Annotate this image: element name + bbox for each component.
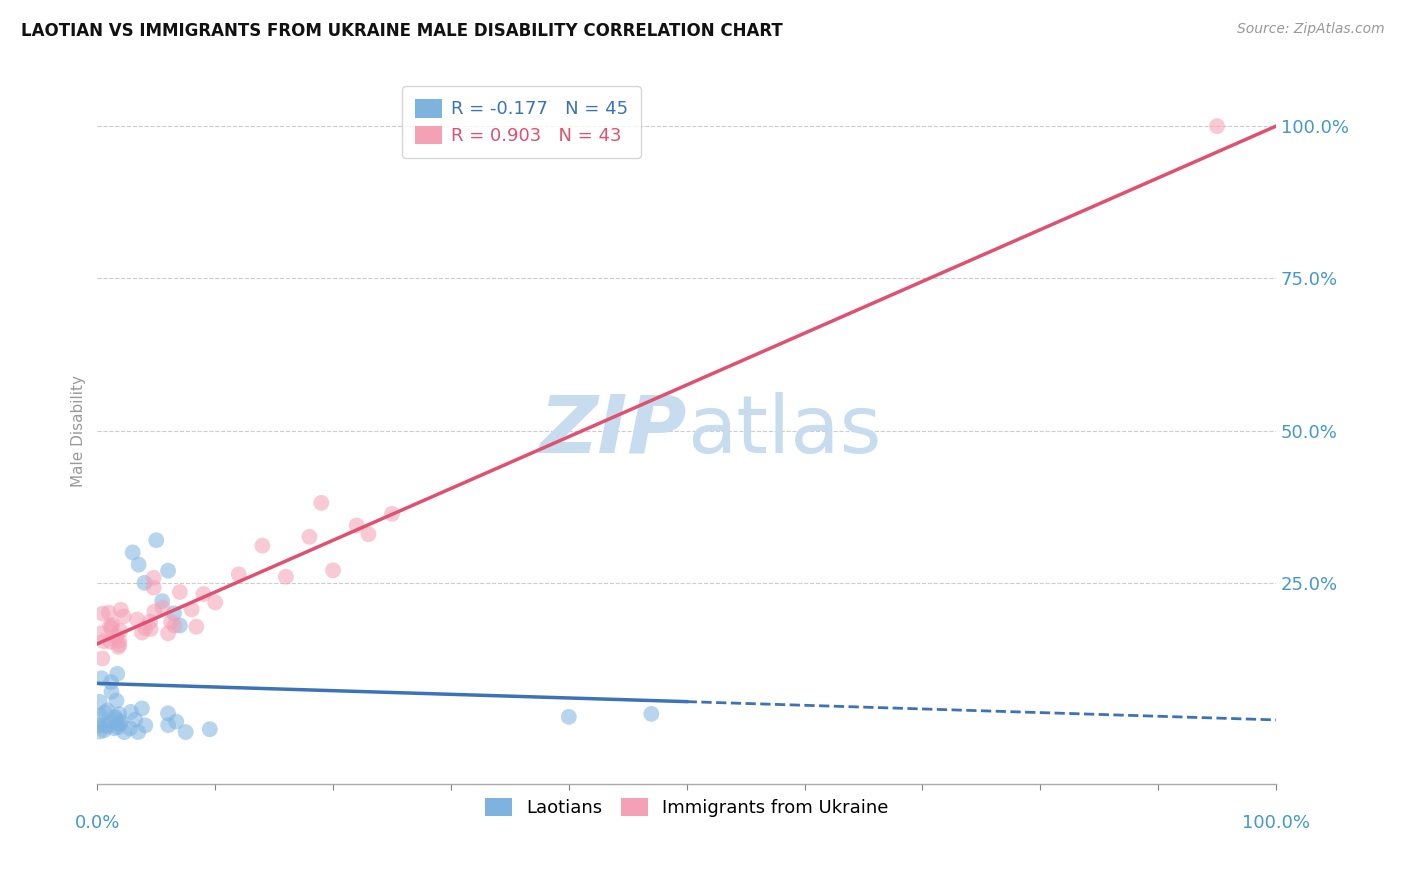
- Point: [193, 587, 215, 601]
- Point: [105, 666, 128, 681]
- Point: [322, 563, 344, 577]
- Point: [142, 571, 165, 585]
- Y-axis label: Male Disability: Male Disability: [72, 375, 86, 487]
- Point: [103, 721, 125, 735]
- Point: [125, 612, 148, 626]
- Text: atlas: atlas: [686, 392, 882, 470]
- Point: [143, 605, 166, 619]
- Point: [100, 634, 122, 648]
- Point: [89, 708, 111, 723]
- Point: [110, 714, 132, 729]
- Point: [274, 570, 297, 584]
- Point: [252, 539, 274, 553]
- Point: [128, 558, 150, 572]
- Point: [108, 624, 131, 638]
- Point: [139, 622, 162, 636]
- Point: [157, 564, 180, 578]
- Point: [163, 607, 186, 621]
- Point: [96, 720, 118, 734]
- Point: [134, 621, 156, 635]
- Point: [108, 638, 131, 652]
- Point: [97, 606, 120, 620]
- Point: [93, 723, 115, 738]
- Point: [152, 600, 174, 615]
- Point: [558, 710, 581, 724]
- Point: [107, 720, 129, 734]
- Point: [89, 724, 111, 739]
- Point: [96, 703, 118, 717]
- Point: [90, 626, 112, 640]
- Point: [134, 718, 156, 732]
- Point: [131, 701, 153, 715]
- Point: [180, 602, 202, 616]
- Point: [145, 533, 167, 548]
- Point: [93, 718, 115, 732]
- Point: [124, 713, 146, 727]
- Point: [131, 625, 153, 640]
- Point: [108, 717, 131, 731]
- Point: [91, 651, 114, 665]
- Text: 100.0%: 100.0%: [1241, 814, 1310, 832]
- Legend: Laotians, Immigrants from Ukraine: Laotians, Immigrants from Ukraine: [478, 790, 896, 824]
- Point: [118, 722, 141, 736]
- Point: [94, 706, 117, 720]
- Point: [108, 633, 131, 648]
- Point: [100, 621, 122, 635]
- Point: [100, 675, 122, 690]
- Point: [157, 626, 180, 640]
- Point: [104, 712, 127, 726]
- Point: [100, 685, 122, 699]
- Point: [127, 725, 149, 739]
- Point: [204, 595, 226, 609]
- Point: [381, 507, 404, 521]
- Point: [157, 706, 180, 721]
- Point: [112, 725, 135, 739]
- Point: [101, 618, 124, 632]
- Point: [104, 710, 127, 724]
- Point: [110, 603, 132, 617]
- Point: [120, 705, 142, 719]
- Point: [134, 575, 156, 590]
- Point: [107, 717, 129, 731]
- Point: [640, 706, 662, 721]
- Text: LAOTIAN VS IMMIGRANTS FROM UKRAINE MALE DISABILITY CORRELATION CHART: LAOTIAN VS IMMIGRANTS FROM UKRAINE MALE …: [21, 22, 783, 40]
- Point: [150, 594, 173, 608]
- Point: [107, 640, 129, 654]
- Point: [346, 518, 368, 533]
- Point: [139, 615, 162, 629]
- Point: [89, 718, 111, 732]
- Point: [169, 585, 191, 599]
- Text: 0.0%: 0.0%: [75, 814, 120, 832]
- Point: [1206, 119, 1229, 133]
- Point: [98, 619, 121, 633]
- Point: [105, 630, 128, 644]
- Point: [357, 527, 380, 541]
- Point: [89, 695, 111, 709]
- Point: [157, 718, 180, 732]
- Point: [228, 567, 250, 582]
- Point: [112, 609, 135, 624]
- Point: [90, 671, 112, 685]
- Point: [311, 496, 333, 510]
- Text: ZIP: ZIP: [540, 392, 686, 470]
- Point: [121, 545, 143, 559]
- Point: [93, 634, 115, 648]
- Point: [105, 693, 128, 707]
- Point: [108, 707, 131, 722]
- Point: [142, 581, 165, 595]
- Point: [298, 530, 321, 544]
- Point: [174, 725, 197, 739]
- Point: [165, 714, 187, 729]
- Point: [100, 716, 122, 731]
- Point: [169, 618, 191, 632]
- Point: [163, 618, 186, 632]
- Point: [91, 607, 114, 621]
- Point: [160, 615, 183, 629]
- Point: [186, 620, 208, 634]
- Text: Source: ZipAtlas.com: Source: ZipAtlas.com: [1237, 22, 1385, 37]
- Point: [198, 723, 221, 737]
